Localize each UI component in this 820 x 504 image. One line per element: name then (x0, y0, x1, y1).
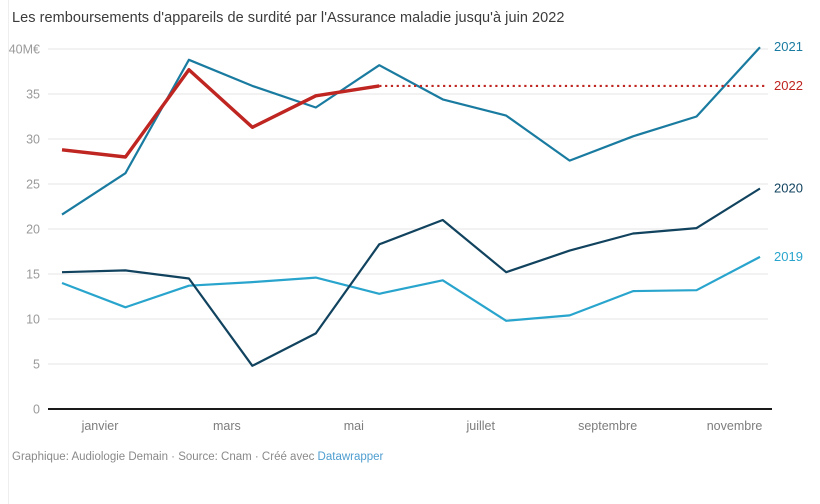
data-series (61, 46, 766, 367)
x-tick-label: septembre (578, 419, 637, 433)
y-tick-label: 10 (26, 313, 40, 327)
frame-left-rule (8, 0, 9, 504)
chart-legend: 2021 2022 2020 2019 (774, 39, 803, 264)
series-line-2022 (61, 68, 380, 159)
y-tick-label: 30 (26, 133, 40, 147)
x-tick-label: janvier (81, 419, 119, 433)
y-axis-tick-labels: 0 5 10 15 20 25 30 35 40M€ (9, 43, 40, 417)
series-line-2019 (61, 255, 761, 322)
y-tick-label: 0 (33, 403, 40, 417)
page-title: Les remboursements d'appareils de surdit… (12, 10, 565, 26)
footer-credit-text: Graphique: Audiologie Demain · Source: C… (12, 451, 318, 463)
x-tick-label: juillet (465, 419, 495, 433)
chart-footer: Graphique: Audiologie Demain · Source: C… (12, 451, 383, 463)
legend-label-2020[interactable]: 2020 (774, 181, 803, 196)
y-tick-label: 5 (33, 358, 40, 372)
x-tick-label: mai (344, 419, 364, 433)
legend-label-2022[interactable]: 2022 (774, 78, 803, 93)
datawrapper-link[interactable]: Datawrapper (317, 451, 384, 463)
gridlines (48, 48, 768, 365)
legend-label-2019[interactable]: 2019 (774, 249, 803, 264)
series-line-2020 (61, 187, 761, 367)
y-tick-label: 20 (26, 223, 40, 237)
x-tick-label: mars (213, 419, 241, 433)
y-tick-label: 40M€ (9, 43, 40, 57)
y-tick-label: 35 (26, 88, 40, 102)
y-tick-label: 25 (26, 178, 40, 192)
x-tick-label: novembre (707, 419, 763, 433)
y-tick-label: 15 (26, 268, 40, 282)
x-axis-tick-labels: janvier mars mai juillet septembre novembre (81, 419, 763, 433)
legend-label-2021[interactable]: 2021 (774, 39, 803, 54)
series-line-2021 (61, 46, 761, 216)
